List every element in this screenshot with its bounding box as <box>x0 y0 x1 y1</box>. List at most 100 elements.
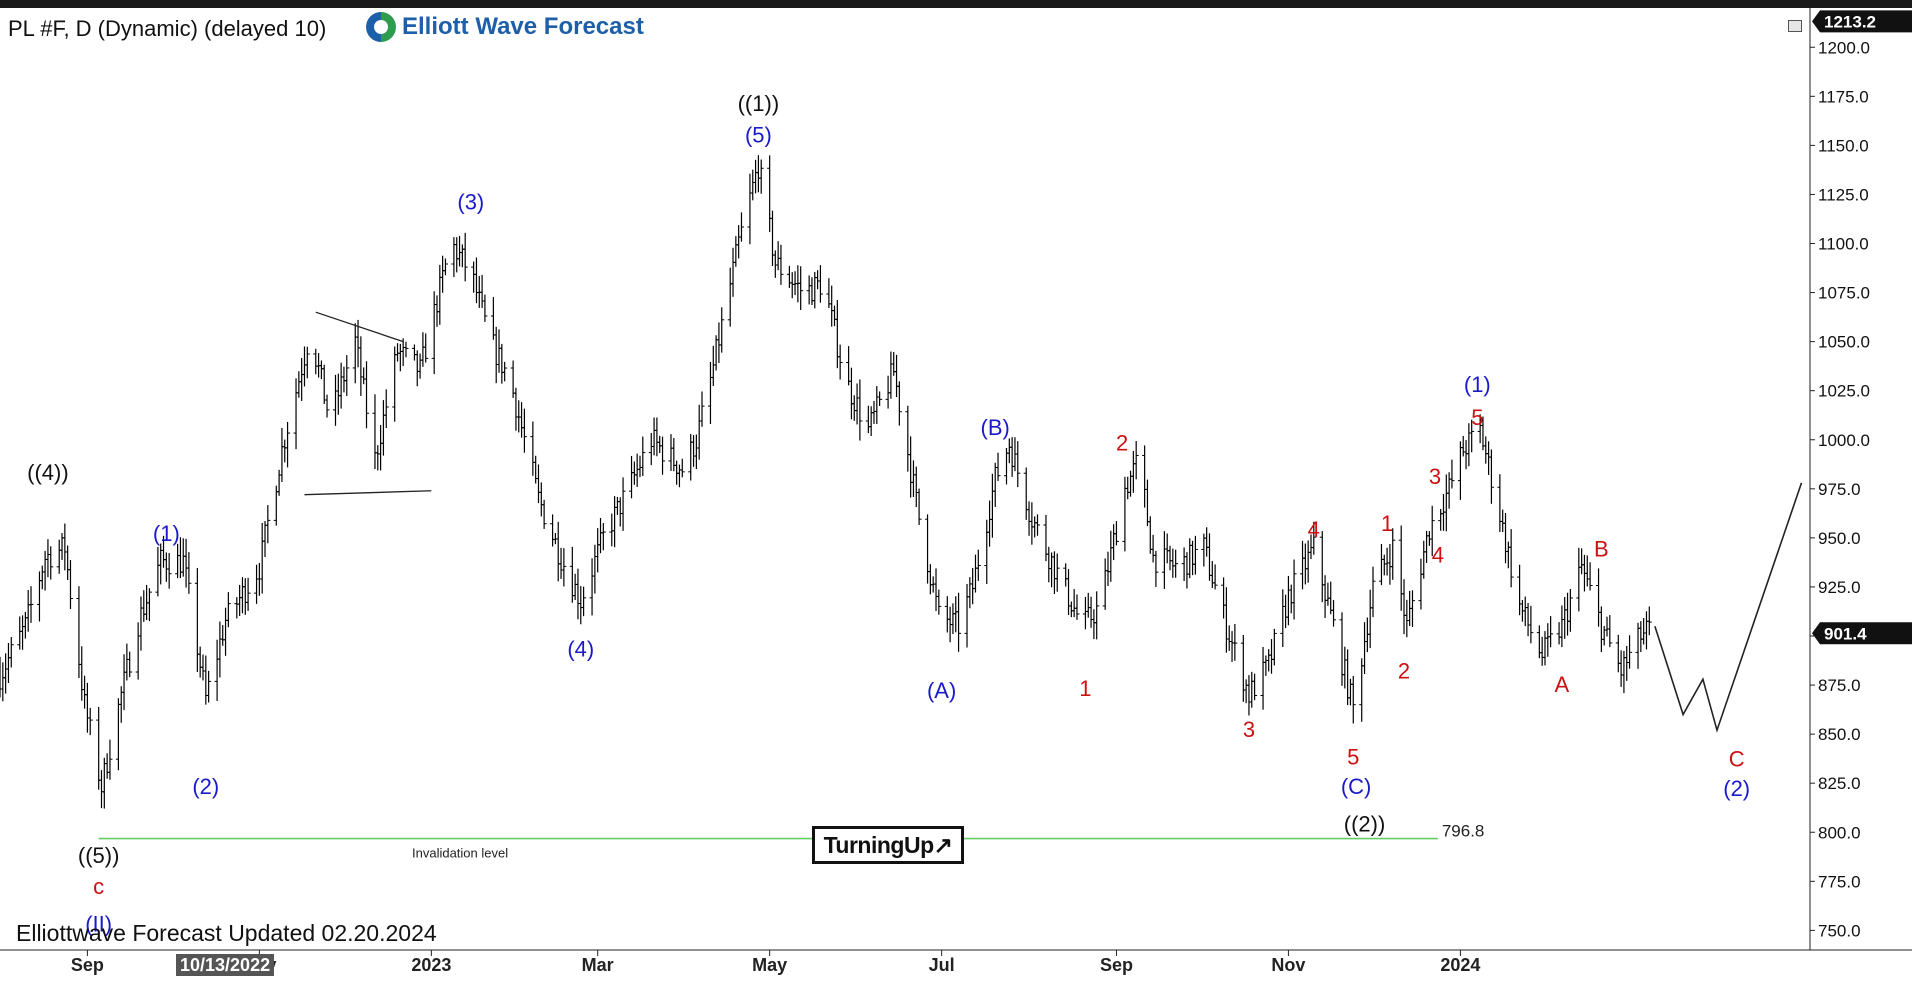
chart-menu-icon[interactable] <box>1788 20 1802 32</box>
price-bar <box>166 553 172 589</box>
price-bar <box>1212 564 1218 590</box>
x-tick-label: 2024 <box>1440 955 1480 975</box>
y-tick-label: 1075.0 <box>1818 284 1870 303</box>
price-bar <box>1469 419 1475 453</box>
y-tick-label: 925.0 <box>1818 578 1861 597</box>
price-bar <box>1192 535 1198 575</box>
wave-label: (4) <box>567 637 594 662</box>
wave-label: ((4)) <box>27 460 69 485</box>
wave-label: (3) <box>457 189 484 214</box>
price-bar <box>936 589 942 615</box>
svg-text:1213.2: 1213.2 <box>1824 12 1876 31</box>
y-tick-label: 1000.0 <box>1818 431 1870 450</box>
price-bar <box>521 408 527 453</box>
x-axis: SepNov2023MarMayJulSepNov2024 <box>71 950 1480 975</box>
price-bar <box>699 391 705 427</box>
price-bar <box>620 477 626 531</box>
y-tick-label: 800.0 <box>1818 823 1861 842</box>
price-bar <box>28 586 34 623</box>
price-bar <box>1508 529 1514 588</box>
wave-label: (2) <box>192 774 219 799</box>
projection-line <box>1654 482 1803 733</box>
wave-label: (2) <box>1723 776 1750 801</box>
wave-label: 1 <box>1079 676 1091 701</box>
brand-name: Elliott Wave Forecast <box>402 13 644 40</box>
price-bar <box>1528 605 1534 644</box>
price-bar <box>1646 606 1652 636</box>
price-bar <box>817 265 823 303</box>
projection-path <box>1654 482 1803 733</box>
price-bar <box>482 294 488 322</box>
price-bar <box>1074 594 1080 620</box>
wave-labels: ((4)) ((5)) c (II) (1) (2) (3) (4) ((1)) (5) (A) (B… <box>27 91 1750 936</box>
price-bar <box>1252 673 1258 701</box>
x-tick-label: May <box>752 955 787 975</box>
invalidation-group: 796.8 Invalidation level <box>98 822 1485 861</box>
trend-lines <box>304 311 432 496</box>
brand-logo-icon <box>366 12 396 42</box>
price-bar <box>285 421 291 468</box>
price-bar <box>738 212 744 242</box>
price-bar <box>1173 549 1179 578</box>
x-tick-label: Mar <box>582 955 614 975</box>
price-bar <box>778 244 784 285</box>
top-price-box: 1213.2 <box>1812 10 1912 33</box>
price-bar <box>67 560 73 610</box>
wave-label: 3 <box>1243 717 1255 742</box>
price-bar <box>975 549 981 581</box>
wave-label: 5 <box>1471 405 1483 430</box>
turning-up-badge: TurningUp↗ <box>812 826 964 864</box>
y-tick-label: 750.0 <box>1818 921 1861 940</box>
price-bar <box>679 458 685 478</box>
trend-line <box>304 490 432 496</box>
price-bar <box>1094 591 1100 640</box>
price-bar <box>1449 459 1455 489</box>
trend-line <box>315 311 404 343</box>
y-tick-label: 1100.0 <box>1818 235 1869 254</box>
price-bar <box>186 552 192 594</box>
price-bar <box>1488 449 1494 504</box>
price-bar <box>1567 589 1573 632</box>
price-bar <box>1429 505 1435 557</box>
invalidation-value-label: 796.8 <box>1442 822 1485 841</box>
price-bar <box>1607 615 1613 648</box>
price-bar <box>600 523 606 551</box>
wave-label: 2 <box>1116 431 1128 456</box>
wave-label: 5 <box>1347 745 1359 770</box>
y-tick-label: 950.0 <box>1818 529 1861 548</box>
wave-label: (C) <box>1341 774 1372 799</box>
price-bar <box>1390 528 1396 580</box>
price-bar <box>1271 628 1277 666</box>
price-bar <box>1548 616 1554 648</box>
wave-label: c <box>93 874 104 899</box>
price-bar <box>324 394 330 418</box>
wave-label: 4 <box>1432 543 1444 568</box>
wave-label: 1 <box>1381 511 1393 536</box>
price-bar <box>304 346 310 379</box>
crosshair-date-label: 10/13/2022 <box>176 954 275 976</box>
y-tick-label: 1025.0 <box>1818 382 1870 401</box>
x-tick-label: Nov <box>1271 955 1305 975</box>
price-bar <box>1113 521 1119 546</box>
price-bar <box>1133 441 1139 480</box>
price-bar <box>225 592 231 628</box>
last-price-box: 901.4 <box>1812 622 1912 645</box>
wave-label: ((5)) <box>78 843 120 868</box>
price-bar <box>48 546 54 580</box>
wave-label: A <box>1555 672 1570 697</box>
price-bars <box>0 155 1652 809</box>
wave-label: ((2)) <box>1344 811 1386 836</box>
price-bar <box>462 232 468 282</box>
wave-label: (1) <box>1464 372 1491 397</box>
y-axis: 750.0775.0800.0825.0850.0875.0900.0925.0… <box>1810 10 1912 940</box>
wave-label: ((1)) <box>738 91 780 116</box>
price-bar <box>660 436 666 475</box>
price-bar <box>423 333 429 363</box>
price-bar <box>1370 566 1376 618</box>
y-tick-label: 1050.0 <box>1818 333 1870 352</box>
price-bar <box>719 307 725 353</box>
price-bar <box>758 159 764 194</box>
price-bar <box>383 389 389 428</box>
